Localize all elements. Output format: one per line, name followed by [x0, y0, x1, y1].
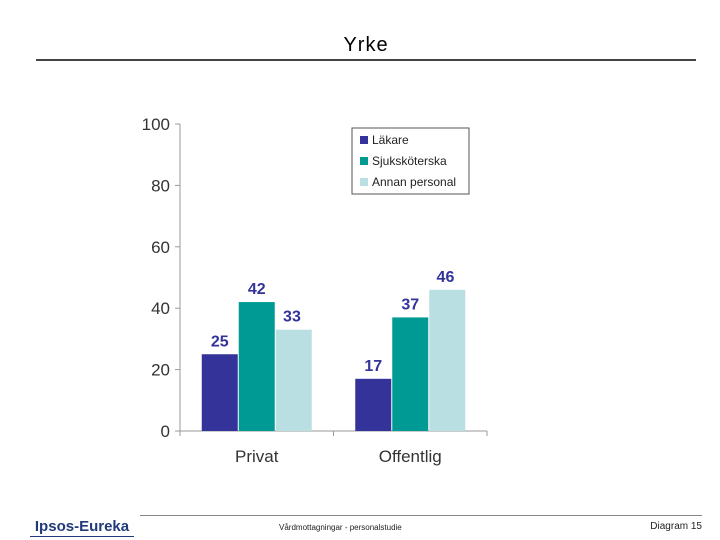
- y-tick-label: 60: [151, 238, 170, 257]
- data-label: 25: [211, 333, 229, 350]
- legend-entry: Annan personal: [372, 175, 456, 189]
- legend-swatch: [360, 178, 368, 186]
- logo-underline: [30, 536, 134, 537]
- legend-entry: Sjuksköterska: [372, 154, 447, 168]
- y-tick-label: 0: [161, 422, 170, 441]
- page-title: Yrke: [343, 34, 389, 56]
- x-category-label: Offentlig: [379, 447, 442, 466]
- data-label: 33: [283, 309, 301, 326]
- ipsos-eureka-logo: Ipsos-Eureka: [34, 518, 130, 535]
- footer-diagram-number: Diagram 15: [650, 521, 702, 532]
- y-tick-label: 100: [142, 115, 170, 134]
- bar-offentlig-1: [355, 378, 392, 431]
- chart-axes: 0 20 40 60 80 100 Privat Offentlig: [142, 115, 488, 466]
- bar-privat-2: [238, 302, 275, 431]
- bar-offentlig-2: [392, 317, 429, 431]
- data-label: 37: [401, 296, 419, 313]
- data-label: 42: [248, 281, 266, 298]
- bar-offentlig-3: [429, 289, 466, 431]
- footer-rule: [140, 515, 702, 516]
- data-label: 17: [364, 358, 382, 375]
- data-label: 46: [437, 269, 455, 286]
- footer-study-name: Vårdmottagningar - personalstudie: [279, 523, 402, 532]
- y-tick-label: 80: [151, 176, 170, 195]
- chart-legend: Läkare Sjuksköterska Annan personal: [351, 127, 470, 195]
- legend-swatch: [360, 157, 368, 165]
- y-tick-label: 40: [151, 299, 170, 318]
- title-rule: [36, 59, 696, 61]
- legend-swatch: [360, 136, 368, 144]
- bar-privat-1: [201, 354, 238, 431]
- chart-bars: 25 42 33 17 37 46: [201, 269, 466, 431]
- x-category-label: Privat: [235, 447, 279, 466]
- legend-entry: Läkare: [372, 133, 409, 147]
- bar-privat-3: [275, 329, 312, 431]
- y-tick-label: 20: [151, 361, 170, 380]
- legend-box: [351, 127, 470, 195]
